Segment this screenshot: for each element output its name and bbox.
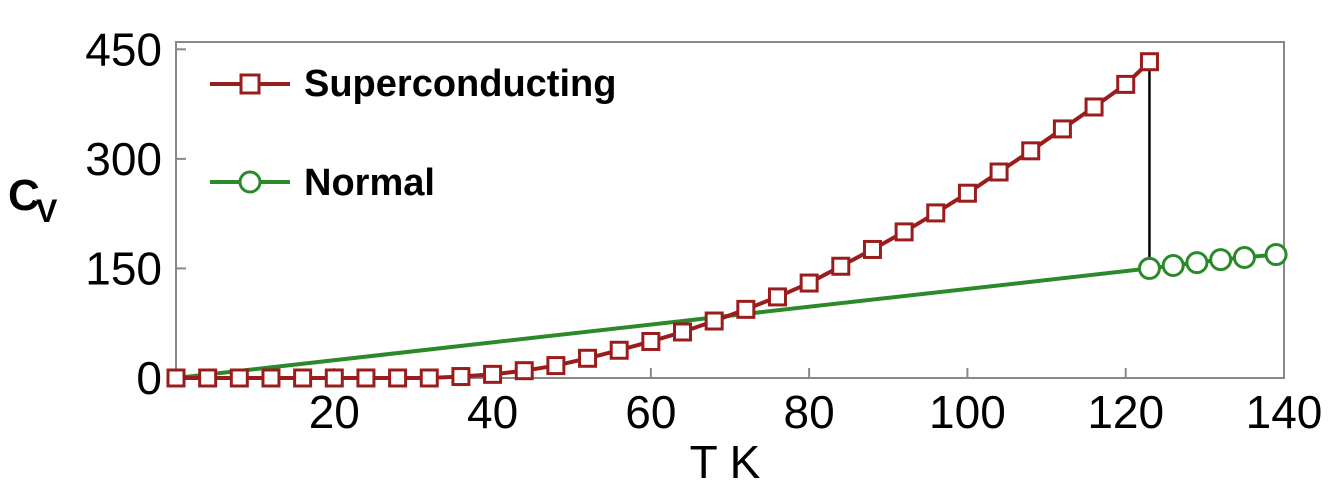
series-layer — [166, 52, 1288, 388]
superconducting-point — [1052, 119, 1072, 139]
y-tick-label: 300 — [85, 133, 162, 185]
superconducting-point — [957, 183, 977, 203]
superconducting-point — [514, 361, 534, 381]
y-tick-label: 150 — [85, 242, 162, 294]
superconducting-point — [767, 287, 787, 307]
superconducting-point — [831, 256, 851, 276]
superconducting-point — [704, 311, 724, 331]
superconducting-point — [546, 356, 566, 376]
y-axis-label-sub: V — [36, 193, 58, 229]
superconducting-point — [799, 273, 819, 293]
superconducting-point — [673, 322, 693, 342]
x-tick-label: 40 — [467, 386, 518, 438]
superconducting-point — [419, 368, 439, 388]
y-tick-label: 0 — [136, 352, 162, 404]
y-tick-label: 450 — [85, 23, 162, 75]
superconducting-point — [578, 348, 598, 368]
superconducting-point — [198, 368, 218, 388]
superconducting-point — [736, 299, 756, 319]
normal-point — [1161, 254, 1185, 278]
y-tick-group: 0 150 300 450 — [85, 23, 186, 404]
normal-point — [1137, 256, 1161, 280]
superconducting-point — [293, 368, 313, 388]
superconducting-point — [641, 331, 661, 351]
superconducting-point — [166, 368, 186, 388]
superconducting-point — [388, 368, 408, 388]
superconducting-point — [1116, 74, 1136, 94]
x-tick-label: 120 — [1087, 386, 1164, 438]
x-tick-label: 80 — [784, 386, 835, 438]
x-tick-label: 140 — [1246, 386, 1323, 438]
legend-label-superconducting: Superconducting — [304, 63, 616, 105]
plot-frame — [175, 41, 1285, 379]
superconducting-point — [894, 222, 914, 242]
legend-label-normal: Normal — [304, 162, 435, 204]
legend-marker-normal — [238, 170, 262, 194]
x-tick-label: 20 — [309, 386, 360, 438]
superconducting-point — [926, 203, 946, 223]
y-axis-label-main: C — [8, 171, 40, 220]
superconducting-point — [1139, 52, 1159, 72]
normal-point — [1209, 248, 1233, 272]
superconducting-point — [483, 364, 503, 384]
legend-marker-superconducting — [239, 73, 261, 95]
x-tick-group: 20 40 60 80 100 120 140 — [309, 368, 1323, 438]
superconducting-point — [451, 367, 471, 387]
x-axis-label: T K — [690, 436, 761, 488]
superconducting-point — [261, 368, 281, 388]
superconducting-point — [356, 368, 376, 388]
superconducting-point — [609, 340, 629, 360]
x-tick-label: 100 — [929, 386, 1006, 438]
normal-point — [1232, 245, 1256, 269]
superconducting-point — [989, 162, 1009, 182]
x-tick-label: 60 — [625, 386, 676, 438]
normal-point — [1185, 251, 1209, 275]
superconducting-point — [324, 368, 344, 388]
superconducting-series-line — [176, 60, 1151, 380]
legend: Superconducting Normal — [210, 63, 616, 204]
superconducting-point — [862, 239, 882, 259]
normal-point — [1264, 243, 1288, 267]
superconducting-point — [1084, 97, 1104, 117]
superconducting-point — [1021, 141, 1041, 161]
superconducting-point — [229, 368, 249, 388]
